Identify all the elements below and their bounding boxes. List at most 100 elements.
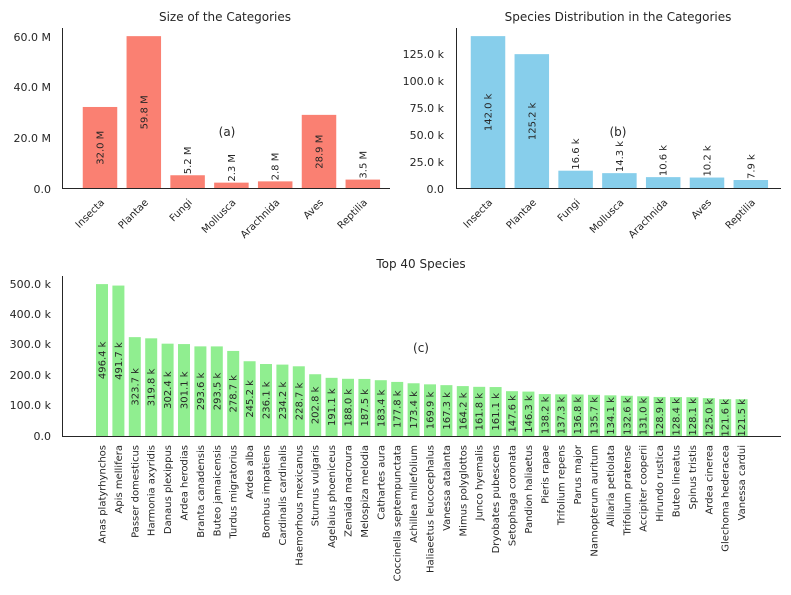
panel-c-bar-label: 134.1 k	[606, 397, 617, 435]
panel-c-xtick-label: Zenaida macroura	[344, 445, 355, 537]
panel-b-ytick-label: 75.0 k	[410, 102, 445, 115]
panel-c-xtick-label: Bombus impatiens	[262, 445, 273, 538]
panel-c-bar	[276, 364, 289, 437]
panel-c-bar	[178, 344, 190, 437]
panel-c-bar	[719, 399, 732, 437]
panel-c-label: (c)	[413, 341, 429, 355]
panel-c-bar	[424, 384, 436, 437]
panel-b-bar	[602, 173, 637, 189]
panel-c-xtick-label: Accipiter cooperii	[639, 445, 650, 532]
panel-c-bar	[637, 396, 650, 437]
panel-c-bar-label: 491.7 k	[114, 342, 125, 380]
panel-c-ytick-label: 0.0	[34, 430, 52, 443]
panel-c-bar-label: 323.7 k	[130, 368, 141, 406]
panel-b-label: (b)	[610, 125, 627, 139]
panel-a-bar	[126, 36, 162, 189]
panel-c-bar-label: 128.4 k	[672, 398, 683, 436]
panel-c-xtick-label: Vanessa atalanta	[442, 445, 453, 531]
panel-c-bar	[309, 374, 322, 437]
panel-c-bar-label: 278.7 k	[229, 375, 240, 413]
panel-c-bar-label: 132.6 k	[622, 397, 633, 435]
panel-a-yticks: 0.0 20.0 M 40.0 M 60.0 M	[14, 31, 51, 196]
panel-c-bar	[735, 399, 748, 437]
panel-c-xtick-label: Danaus plexippus	[163, 445, 174, 534]
panel-b-ytick-label: 100.0 k	[403, 75, 445, 88]
panel-c-bar-label: 183.4 k	[376, 389, 387, 427]
panel-c-bar	[210, 346, 223, 437]
panel-b-yticks: 0.0 25.0 k 50.0 k 75.0 k 100.0 k 125.0 k	[403, 48, 445, 196]
panel-c-xtick-label: Ardea alba	[245, 445, 256, 499]
panel-c-bar-label: 202.8 k	[311, 386, 322, 424]
panel-c-ytick-label: 500.0 k	[10, 278, 52, 291]
panel-c-bar-label: 496.4 k	[98, 341, 109, 379]
panel-c-bar	[522, 391, 535, 437]
panel-c-ytick-label: 200.0 k	[10, 369, 52, 382]
panel-c-bar	[456, 386, 469, 437]
panel-c-bar-label: 138.2 k	[540, 396, 551, 434]
panel-c-bar	[194, 346, 207, 437]
panel-b-ytick-label: 50.0 k	[410, 129, 445, 142]
panel-c-bar	[473, 386, 486, 437]
panel-c-xtick-label: Nannopterum auritum	[590, 445, 601, 557]
panel-a-bar-label: 59.8 M	[139, 95, 150, 129]
panel-c-bar	[506, 391, 518, 437]
panel-c-xtick-label: Turdus migratorius	[229, 445, 240, 540]
panel-c-bar-label: 301.1 k	[180, 371, 191, 409]
panel-b-ytick-label: 0.0	[427, 183, 445, 196]
panel-b-title: Species Distribution in the Categories	[505, 10, 732, 24]
panel-a-ytick-label: 40.0 M	[14, 81, 51, 94]
panel-c-bar	[112, 285, 125, 437]
panel-c-bar	[440, 385, 453, 437]
panel-c-xtick-label: Apis mellifera	[114, 445, 125, 514]
panel-c-bar-label: 128.9 k	[655, 398, 666, 436]
panel-b-bar	[470, 36, 506, 189]
panel-c-xtick-label: Ardea cinerea	[704, 445, 715, 515]
panel-c-xtick-label: Cathartes aura	[376, 445, 387, 520]
panel-c-bar-label: 228.7 k	[294, 382, 305, 420]
panel-c-xtick-label: Trifolium repens	[557, 445, 568, 526]
panel-c-bar-label: 121.6 k	[721, 399, 732, 437]
panel-c-bar	[227, 350, 240, 437]
panel-c-bar-labels: 496.4 k 491.7 k 323.7 k 319.8 k 302.4 k 301.1…	[98, 341, 749, 436]
panel-c-bar	[620, 395, 633, 437]
panel-c-xtick-label: Spinus tristis	[688, 445, 699, 509]
panel-c-bar-label: 137.3 k	[557, 396, 568, 434]
panel-c-bar	[489, 387, 502, 437]
panel-c-xtick-label: Sturnus vulgaris	[311, 445, 322, 526]
panel-b-bars	[470, 36, 769, 189]
panel-c-xtick-label: Buteo lineatus	[672, 445, 683, 517]
panel-c-bar-label: 234.2 k	[278, 382, 289, 420]
panel-c-bar	[243, 361, 256, 437]
panel-c-bars	[96, 284, 748, 437]
panel-c-bar-label: 187.5 k	[360, 389, 371, 427]
panel-c-bar	[374, 380, 387, 437]
panel-c-xtick-label: Pandion haliaetus	[524, 445, 535, 534]
panel-c-bar	[96, 284, 108, 437]
panel-c-bar-label: 191.1 k	[327, 388, 338, 426]
panel-c-bar-label: 125.0 k	[704, 398, 715, 436]
panel-c-bar-label: 302.4 k	[163, 371, 174, 409]
panel-a-bar-label: 3.5 M	[358, 151, 369, 179]
panel-c-bar	[325, 377, 338, 437]
panel-c-xtick-label: Pieris rapae	[540, 445, 551, 504]
panel-c-bar-label: 245.2 k	[245, 380, 256, 418]
panel-b-bar-label: 10.2 k	[703, 145, 714, 176]
panel-b-bar-label: 10.6 k	[659, 145, 670, 176]
panel-c-bar	[571, 394, 584, 437]
panel-b-bar	[689, 177, 725, 189]
panel-c-xtick-label: Haliaeetus leucocephalus	[426, 445, 437, 573]
panel-c-xtick-label: Dryobates pubescens	[491, 445, 502, 553]
panel-c-bar-label: 131.0 k	[639, 397, 650, 435]
panel-c-bar-label: 177.8 k	[393, 390, 404, 428]
panel-c-bar	[145, 338, 158, 437]
panel-b-bar	[514, 54, 550, 189]
panel-c-xtick-label: Buteo jamaicensis	[212, 445, 223, 536]
panel-c-xtick-label: Setophaga coronata	[508, 445, 519, 546]
panel-c-bar-label: 319.8 k	[147, 368, 158, 406]
panel-c-bar	[653, 396, 666, 437]
panel-c-bar	[342, 378, 354, 437]
panel-a-bar-label: 2.8 M	[271, 153, 282, 181]
panel-c-xtick-label: Passer domesticus	[130, 445, 141, 538]
panel-c-bar	[358, 378, 371, 437]
